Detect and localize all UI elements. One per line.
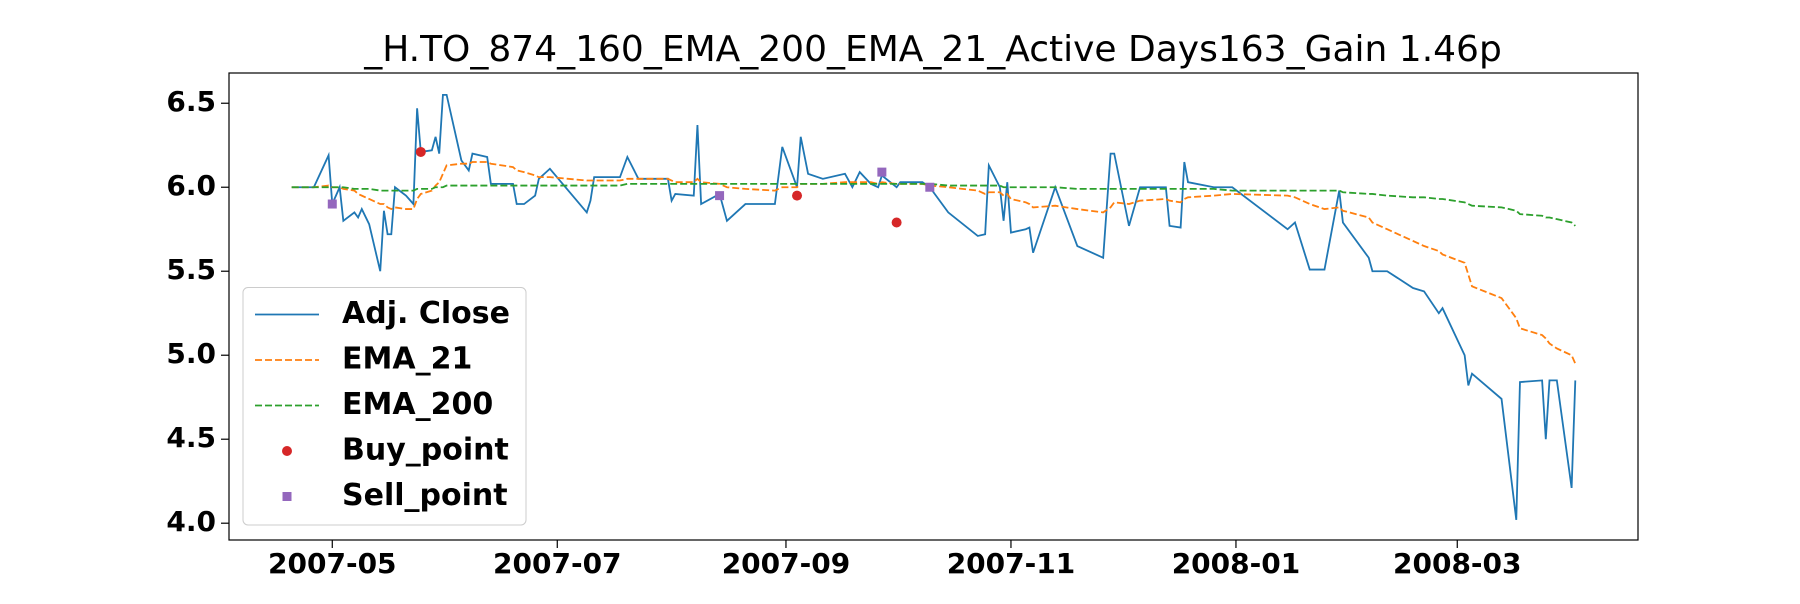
series-line: [291, 161, 1577, 364]
data-point: [715, 191, 725, 201]
data-point: [877, 167, 887, 177]
x-tick-label: 2008-03: [1393, 547, 1522, 580]
data-point: [415, 146, 426, 157]
plot-frame: [228, 72, 1639, 541]
y-tick-label: 5.0: [166, 337, 216, 370]
series-line: [291, 182, 1576, 227]
x-tick-label: 2007-05: [268, 547, 397, 580]
y-tick-label: 4.0: [166, 505, 216, 538]
data-point: [327, 199, 337, 209]
y-tick-label: 4.5: [166, 421, 216, 454]
data-point: [925, 182, 935, 192]
chart-title: _H.TO_874_160_EMA_200_EMA_21_Active Days…: [363, 29, 1502, 70]
legend-label: EMA_21: [342, 342, 472, 377]
x-tick-label: 2008-01: [1172, 547, 1301, 580]
y-tick-label: 6.5: [166, 85, 216, 118]
series-line: [291, 93, 1577, 520]
legend-marker: [282, 492, 292, 501]
legend-label: Buy_point: [342, 433, 509, 468]
y-tick-label: 6.0: [166, 169, 216, 202]
legend-box: [242, 287, 527, 526]
legend-marker: [282, 446, 292, 456]
legend: Adj. Close EMA_21 EMA_200 Buy_point Sell_poi…: [242, 287, 527, 526]
data-point: [792, 190, 803, 201]
y-tick-label: 5.5: [166, 253, 216, 286]
legend-label: EMA_200: [342, 387, 493, 422]
data-point: [891, 217, 902, 228]
legend-label: Adj. Close: [342, 296, 510, 331]
x-tick-label: 2007-07: [493, 547, 622, 580]
x-tick-label: 2007-09: [722, 547, 851, 580]
legend-label: Sell_point: [342, 478, 508, 513]
x-tick-label: 2007-11: [947, 547, 1076, 580]
